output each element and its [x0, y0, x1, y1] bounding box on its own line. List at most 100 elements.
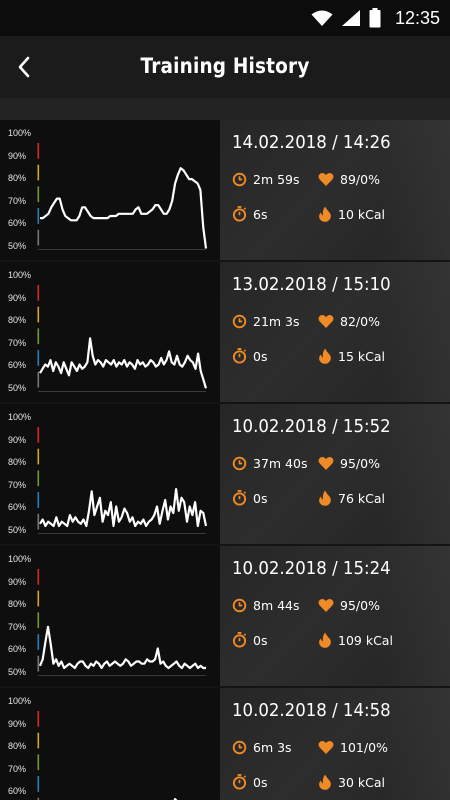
chart-plot: [37, 569, 206, 676]
flame-icon: [318, 206, 332, 222]
zone-indicator: [37, 797, 40, 800]
y-axis-label: 60%: [8, 360, 27, 370]
stat-duration: 21m 3s: [232, 314, 300, 329]
status-icons: 12:35: [311, 6, 440, 30]
stat-value: 6m 3s: [253, 740, 292, 755]
chart-plot: [37, 285, 208, 392]
session-info: 14.02.2018 / 14:26 2m 59s 89/0% 6s 10 kCal: [220, 120, 450, 260]
stat-duration: 6m 3s: [232, 740, 292, 755]
zone-indicator: [37, 164, 40, 181]
session-card[interactable]: 100% 90% 80% 70% 60% 50% 14.02.2018 / 14:26 2m …: [0, 120, 450, 260]
stopwatch-icon: [232, 206, 247, 222]
stat-value: 0s: [253, 490, 268, 506]
session-card[interactable]: 100% 90% 80% 70% 60% 50% 10.02.2018 / 15:24 8m …: [0, 546, 450, 686]
session-info: 13.02.2018 / 15:10 21m 3s 82/0% 0s 15 kCal: [220, 262, 450, 402]
y-axis-label: 100%: [8, 412, 32, 422]
y-axis-label: 70%: [8, 479, 27, 490]
zone-indicator: [37, 711, 40, 727]
zone-indicator: [37, 208, 40, 224]
stat-value: 37m 40s: [253, 456, 308, 471]
session-card[interactable]: 100% 90% 80% 70% 60% 50% 10.02.2018 / 15:52 37m…: [0, 404, 450, 544]
stat-heart-rate: 82/0%: [318, 314, 380, 329]
stopwatch-icon: [232, 348, 247, 364]
y-axis-label: 90%: [8, 150, 27, 161]
stat-value: 2m 59s: [253, 172, 300, 187]
stat-value: 95/0%: [340, 598, 380, 613]
stat-value: 21m 3s: [253, 314, 300, 329]
stat-value: 30 kCal: [338, 774, 385, 790]
signal-icon: [341, 9, 361, 27]
training-history-list[interactable]: 100% 90% 80% 70% 60% 50% 14.02.2018 / 14:26 2m …: [0, 120, 450, 800]
chart-plot: [37, 711, 178, 800]
stat-value: 6s: [253, 206, 268, 222]
stat-heart-rate: 95/0%: [318, 598, 380, 613]
session-date: 14.02.2018 / 14:26: [232, 132, 391, 153]
session-info: 10.02.2018 / 15:24 8m 44s 95/0% 0s 109 kCal: [220, 546, 450, 686]
heart-rate-line: [39, 487, 208, 528]
y-axis-label: 50%: [8, 524, 27, 535]
stat-value: 10 kCal: [338, 206, 385, 222]
list-top-spacer: [0, 98, 450, 120]
heart-rate-line: [40, 167, 208, 249]
clock-icon: [232, 172, 247, 187]
stat-rest: 0s: [232, 348, 267, 364]
clock-icon: [232, 740, 247, 755]
stat-value: 109 kCal: [338, 632, 393, 648]
y-axis-label: 50%: [8, 382, 27, 393]
flame-icon: [318, 774, 332, 790]
y-axis-label: 60%: [8, 218, 27, 228]
heart-rate-chart: 100% 90% 80% 70% 60% 50%: [0, 262, 220, 402]
zone-indicator: [37, 350, 40, 366]
clock-icon: [232, 314, 247, 329]
heart-rate-line: [38, 625, 206, 670]
zone-indicator: [37, 285, 40, 301]
stat-heart-rate: 95/0%: [318, 456, 380, 471]
heart-icon: [318, 740, 334, 755]
session-card[interactable]: 100% 90% 80% 70% 60% 50% 13.02.2018 / 15:10 21m…: [0, 262, 450, 402]
session-info: 10.02.2018 / 14:58 6m 3s 101/0% 0s 30 kCal: [220, 688, 450, 800]
heart-rate-chart: 100% 90% 80% 70% 60% 50%: [0, 546, 220, 686]
stat-value: 101/0%: [340, 740, 388, 755]
stat-calories: 15 kCal: [318, 348, 385, 364]
zone-indicator: [37, 612, 40, 629]
heart-rate-chart: 100% 90% 80% 70% 60% 50%: [0, 404, 220, 544]
stat-value: 82/0%: [340, 314, 380, 329]
y-axis-label: 60%: [8, 786, 27, 796]
flame-icon: [318, 348, 332, 364]
back-button[interactable]: [10, 52, 38, 82]
zone-indicator: [37, 328, 40, 345]
stopwatch-icon: [232, 490, 247, 506]
chevron-left-icon: [17, 56, 31, 78]
stat-value: 0s: [253, 774, 268, 790]
zone-indicator: [37, 306, 40, 323]
stat-duration: 37m 40s: [232, 456, 307, 471]
flame-icon: [318, 632, 332, 648]
stat-rest: 0s: [232, 632, 267, 648]
session-card[interactable]: 100%90%80%70%60%50%10.02.2018 / 14:586m …: [0, 688, 450, 800]
stat-duration: 8m 44s: [232, 598, 300, 613]
y-axis-label: 80%: [8, 599, 27, 609]
heart-icon: [318, 598, 334, 613]
zone-indicator: [37, 470, 40, 487]
y-axis-label: 70%: [8, 195, 27, 206]
stat-duration: 2m 59s: [232, 172, 300, 187]
clock-icon: [232, 598, 247, 613]
heart-icon: [318, 456, 334, 471]
stat-value: 89/0%: [340, 172, 380, 187]
y-axis-label: 70%: [8, 763, 27, 774]
page-title: Training History: [140, 54, 310, 78]
stat-value: 76 kCal: [338, 490, 385, 506]
clock-icon: [232, 456, 247, 471]
y-axis-label: 100%: [8, 696, 32, 706]
stat-value: 95/0%: [340, 456, 380, 471]
stat-rest: 6s: [232, 206, 267, 222]
zone-indicator: [37, 229, 40, 246]
y-axis-label: 80%: [8, 173, 27, 183]
stopwatch-icon: [232, 632, 247, 648]
y-axis-label: 90%: [8, 576, 27, 587]
stat-value: 0s: [253, 632, 268, 648]
y-axis-label: 60%: [8, 644, 27, 654]
zone-indicator: [37, 590, 40, 607]
y-axis-label: 50%: [8, 240, 27, 251]
zone-indicator: [37, 448, 40, 465]
